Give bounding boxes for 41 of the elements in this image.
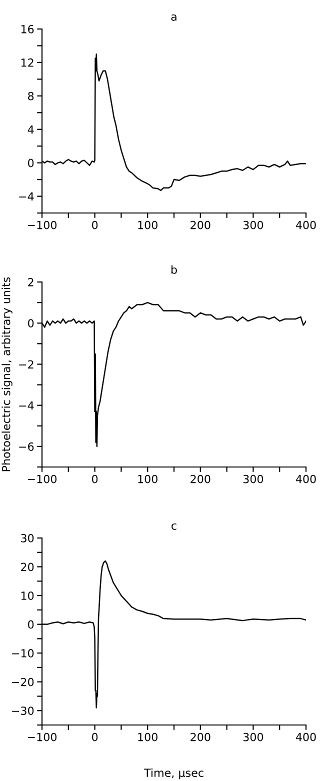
chart-title: a xyxy=(171,14,176,21)
x-tick-label: 0 xyxy=(92,732,98,742)
x-axis-title: Time, µsec xyxy=(144,768,204,780)
y-tick-label: 4 xyxy=(28,125,34,134)
x-tick-label: 100 xyxy=(138,732,158,742)
y-tick-label: 2 xyxy=(28,278,34,286)
chart-title: b xyxy=(171,265,177,274)
y-tick-label: 30 xyxy=(21,534,34,542)
x-tick-label: 200 xyxy=(190,474,210,484)
x-tick-label: 100 xyxy=(138,474,158,484)
x-tick-label: −100 xyxy=(28,732,57,742)
y-tick-label: 8 xyxy=(28,92,34,100)
y-tick-label: −6 xyxy=(19,442,34,451)
x-tick-label: −100 xyxy=(28,220,57,230)
y-tick-label: −2 xyxy=(19,360,34,368)
x-tick-label: 300 xyxy=(243,732,264,742)
y-tick-label: 10 xyxy=(21,592,34,600)
x-tick-label: 300 xyxy=(243,220,264,230)
y-tick-label: 16 xyxy=(21,24,34,34)
y-tick-label: 0 xyxy=(28,319,34,328)
y-tick-label: 20 xyxy=(21,562,34,572)
x-tick-label: 400 xyxy=(296,220,316,230)
y-axis-title: Photoelectric signal, arbitrary units xyxy=(2,277,12,472)
y-tick-label: 0 xyxy=(28,158,34,168)
x-tick-label: 100 xyxy=(138,220,158,230)
y-tick-label: −4 xyxy=(19,192,34,200)
x-tick-label: 0 xyxy=(92,474,98,484)
x-tick-label: 200 xyxy=(190,732,210,742)
chart-title: c xyxy=(172,523,176,530)
x-tick-label: 400 xyxy=(296,474,316,484)
x-tick-label: −100 xyxy=(28,474,57,484)
y-tick-label: −4 xyxy=(19,401,34,410)
x-tick-label: 0 xyxy=(92,220,98,230)
x-tick-label: 200 xyxy=(190,220,210,230)
y-tick-label: −30 xyxy=(12,706,34,715)
x-tick-label: 400 xyxy=(296,732,316,742)
y-tick-label: −20 xyxy=(12,678,34,686)
y-tick-label: 12 xyxy=(21,58,34,67)
x-tick-label: 300 xyxy=(243,474,264,484)
y-tick-label: −10 xyxy=(12,649,34,658)
y-tick-label: 0 xyxy=(28,620,34,629)
